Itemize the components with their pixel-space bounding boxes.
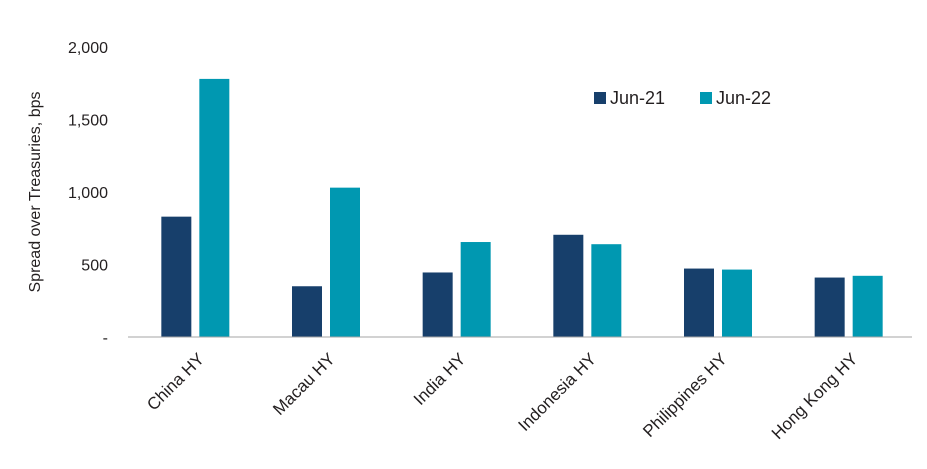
bar-jun-22 bbox=[591, 244, 622, 337]
x-tick-label: India HY bbox=[410, 349, 470, 409]
bar-jun-22 bbox=[199, 78, 230, 338]
y-tick-label: 500 bbox=[81, 258, 108, 275]
bar-jun-21 bbox=[814, 277, 845, 337]
legend: Jun-21 Jun-22 bbox=[594, 88, 771, 108]
bars-group bbox=[161, 78, 883, 338]
y-tick-label: 1,000 bbox=[68, 185, 108, 202]
bar-jun-22 bbox=[330, 187, 360, 337]
y-axis: - 500 1,000 1,500 2,000 bbox=[68, 40, 108, 347]
y-axis-title-group: Spread over Treasuries, bps bbox=[27, 92, 44, 293]
y-tick-label: 1,500 bbox=[68, 113, 108, 130]
legend-swatch-jun-22 bbox=[700, 92, 712, 104]
bar-jun-22 bbox=[852, 275, 883, 337]
bar-jun-22 bbox=[722, 269, 752, 337]
x-tick-label: Philippines HY bbox=[639, 349, 731, 441]
x-tick-label: Macau HY bbox=[269, 349, 339, 419]
y-tick-label: 2,000 bbox=[68, 40, 108, 57]
bar-jun-21 bbox=[161, 216, 192, 337]
bar-jun-21 bbox=[292, 286, 322, 337]
x-tick-label: Indonesia HY bbox=[515, 349, 601, 435]
bar-jun-21 bbox=[553, 234, 584, 337]
x-tick-label: Hong Kong HY bbox=[768, 349, 862, 443]
bar-jun-22 bbox=[460, 242, 491, 337]
legend-swatch-jun-21 bbox=[594, 92, 606, 104]
y-tick-label: - bbox=[103, 330, 108, 347]
legend-label-jun-22: Jun-22 bbox=[716, 88, 771, 108]
x-axis: China HY Macau HY India HY Indonesia HY Phil… bbox=[143, 349, 861, 443]
legend-label-jun-21: Jun-21 bbox=[610, 88, 665, 108]
bar-jun-21 bbox=[684, 268, 714, 337]
bar-jun-21 bbox=[422, 272, 453, 337]
y-axis-title: Spread over Treasuries, bps bbox=[27, 92, 44, 293]
x-tick-label: China HY bbox=[143, 349, 208, 414]
